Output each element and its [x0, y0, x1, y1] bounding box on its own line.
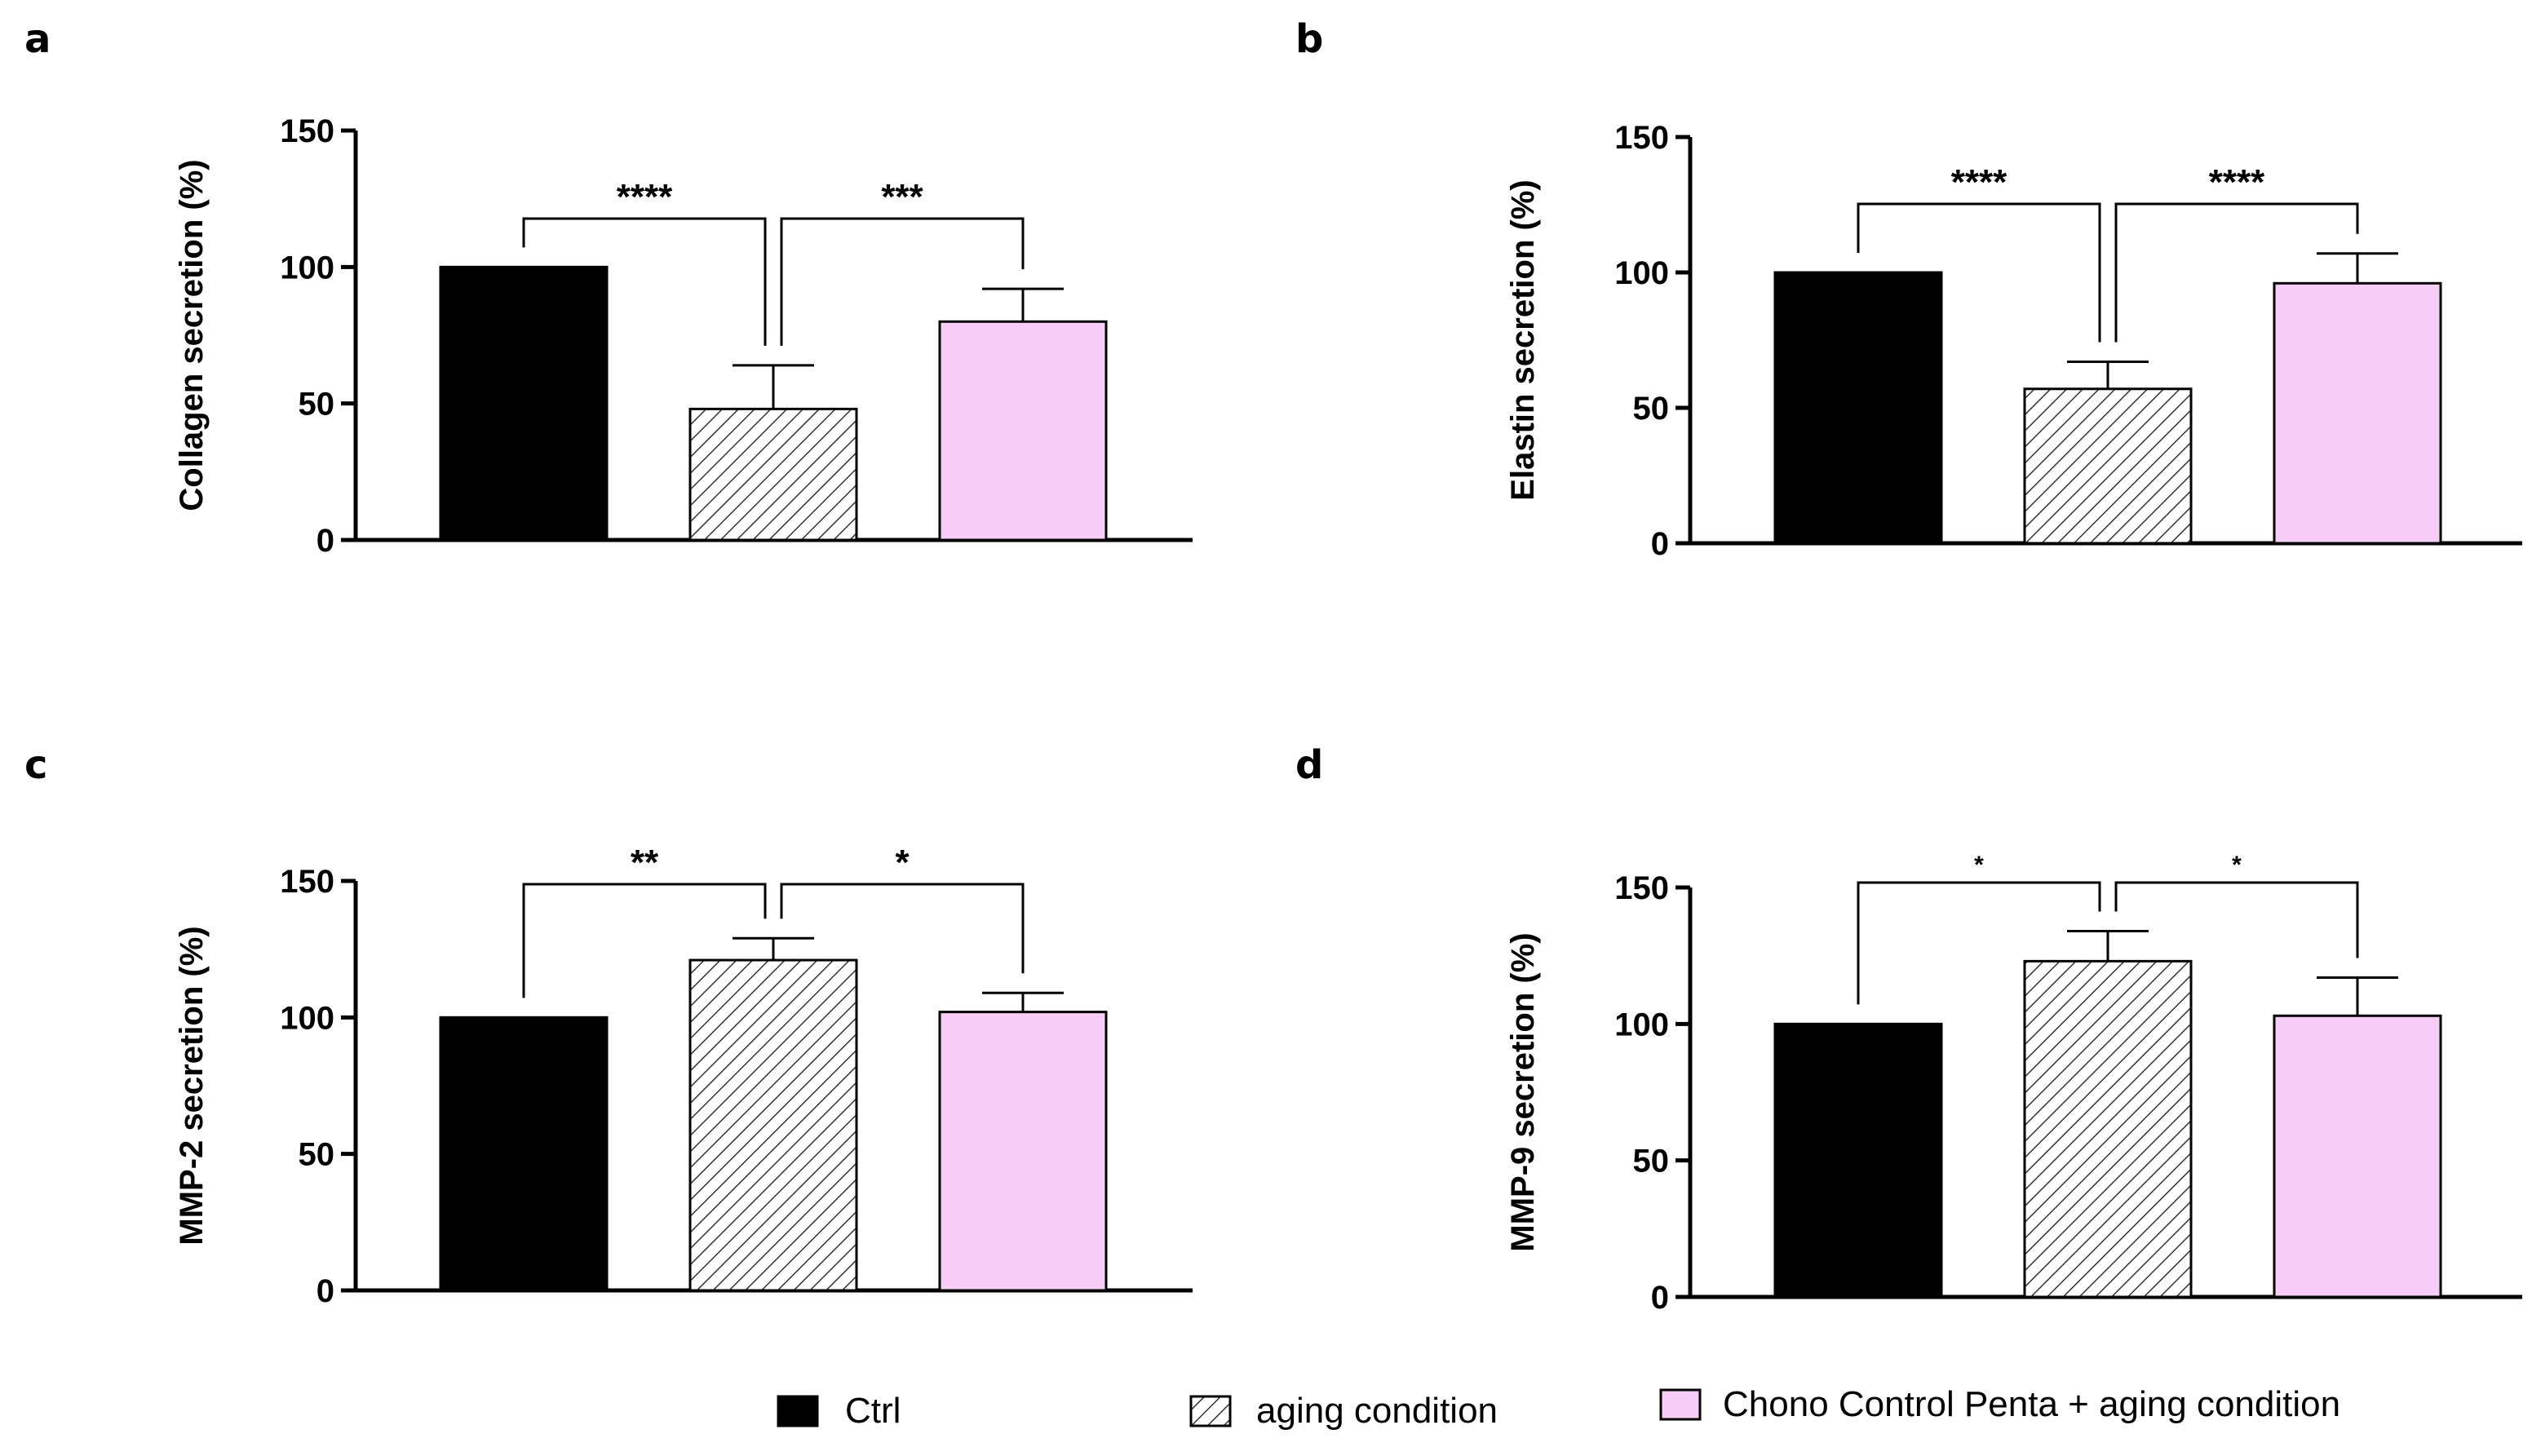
significance-bracket	[2114, 202, 2359, 343]
legend-swatch	[1659, 1388, 1702, 1421]
legend-item: Ctrl	[777, 1391, 901, 1431]
y-tick-label: 100	[280, 250, 334, 285]
significance-bracket	[1857, 202, 2101, 343]
y-tick-label: 150	[280, 864, 334, 900]
significance-bracket	[522, 883, 767, 998]
legend: Ctrl aging condition Chono Control Penta +…	[777, 1384, 2340, 1431]
y-tick-label: 0	[1651, 526, 1669, 562]
significance-bracket	[780, 883, 1025, 974]
y-tick-label: 0	[316, 523, 334, 559]
legend-item: Chono Control Penta + aging condition	[1659, 1384, 2340, 1424]
significance-label: *	[895, 843, 910, 883]
y-tick-label: 50	[299, 1137, 335, 1173]
bar-2	[2023, 959, 2193, 1299]
y-tick-label: 150	[1614, 120, 1669, 156]
significance-label: *	[2232, 852, 2242, 878]
chart-panel-d: d MMP-9 secretion (%) 0 50 100 150 * *	[1295, 742, 2522, 1316]
significance-label: *	[1974, 852, 1984, 878]
bar-2	[2023, 387, 2193, 545]
bar-3	[938, 1011, 1108, 1292]
y-tick-label: 100	[1614, 1007, 1669, 1042]
panel-letter: a	[24, 16, 51, 62]
y-tick-label: 150	[1614, 870, 1669, 906]
y-axis-label: MMP-2 secretion (%)	[174, 926, 210, 1245]
legend-label: Chono Control Penta + aging condition	[1723, 1384, 2340, 1424]
bar-1	[1773, 1022, 1943, 1299]
y-tick-label: 0	[1651, 1280, 1669, 1316]
y-axis-label: Elastin secretion (%)	[1505, 179, 1541, 500]
significance-label: ****	[2209, 162, 2265, 202]
bar-1	[1773, 271, 1943, 545]
bar-1	[439, 265, 609, 542]
legend-item: aging condition	[1189, 1391, 1498, 1431]
y-tick-label: 50	[1633, 391, 1670, 427]
y-axis-label: Collagen secretion (%)	[174, 159, 210, 511]
significance-bracket	[522, 217, 767, 346]
panel-letter: d	[1295, 742, 1323, 788]
chart-panel-b: b Elastin secretion (%) 0 50 100 150 **** ****	[1295, 16, 2522, 562]
significance-label: ***	[881, 177, 923, 217]
significance-bracket	[2114, 881, 2359, 958]
bar-2	[688, 407, 858, 542]
legend-swatch	[1189, 1395, 1232, 1427]
legend-label: aging condition	[1256, 1391, 1498, 1431]
y-tick-label: 50	[299, 387, 335, 423]
y-tick-label: 0	[316, 1273, 334, 1309]
bar-2	[688, 958, 858, 1292]
y-tick-label: 50	[1633, 1144, 1670, 1179]
significance-label: ****	[1951, 162, 2007, 202]
panel-letter: b	[1295, 16, 1323, 62]
y-tick-label: 150	[280, 113, 334, 149]
significance-label: **	[631, 843, 659, 883]
panel-letter: c	[24, 742, 47, 788]
y-tick-label: 100	[280, 1000, 334, 1036]
bar-3	[938, 320, 1108, 542]
significance-bracket	[780, 217, 1025, 346]
bar-1	[439, 1016, 609, 1292]
y-axis-label: MMP-9 secretion (%)	[1505, 932, 1541, 1251]
bar-3	[2273, 1014, 2442, 1299]
significance-bracket	[1857, 881, 2101, 1005]
significance-label: ****	[617, 177, 673, 217]
legend-swatch	[777, 1395, 819, 1427]
y-tick-label: 100	[1614, 255, 1669, 291]
legend-label: Ctrl	[845, 1391, 901, 1431]
bar-3	[2273, 281, 2442, 545]
